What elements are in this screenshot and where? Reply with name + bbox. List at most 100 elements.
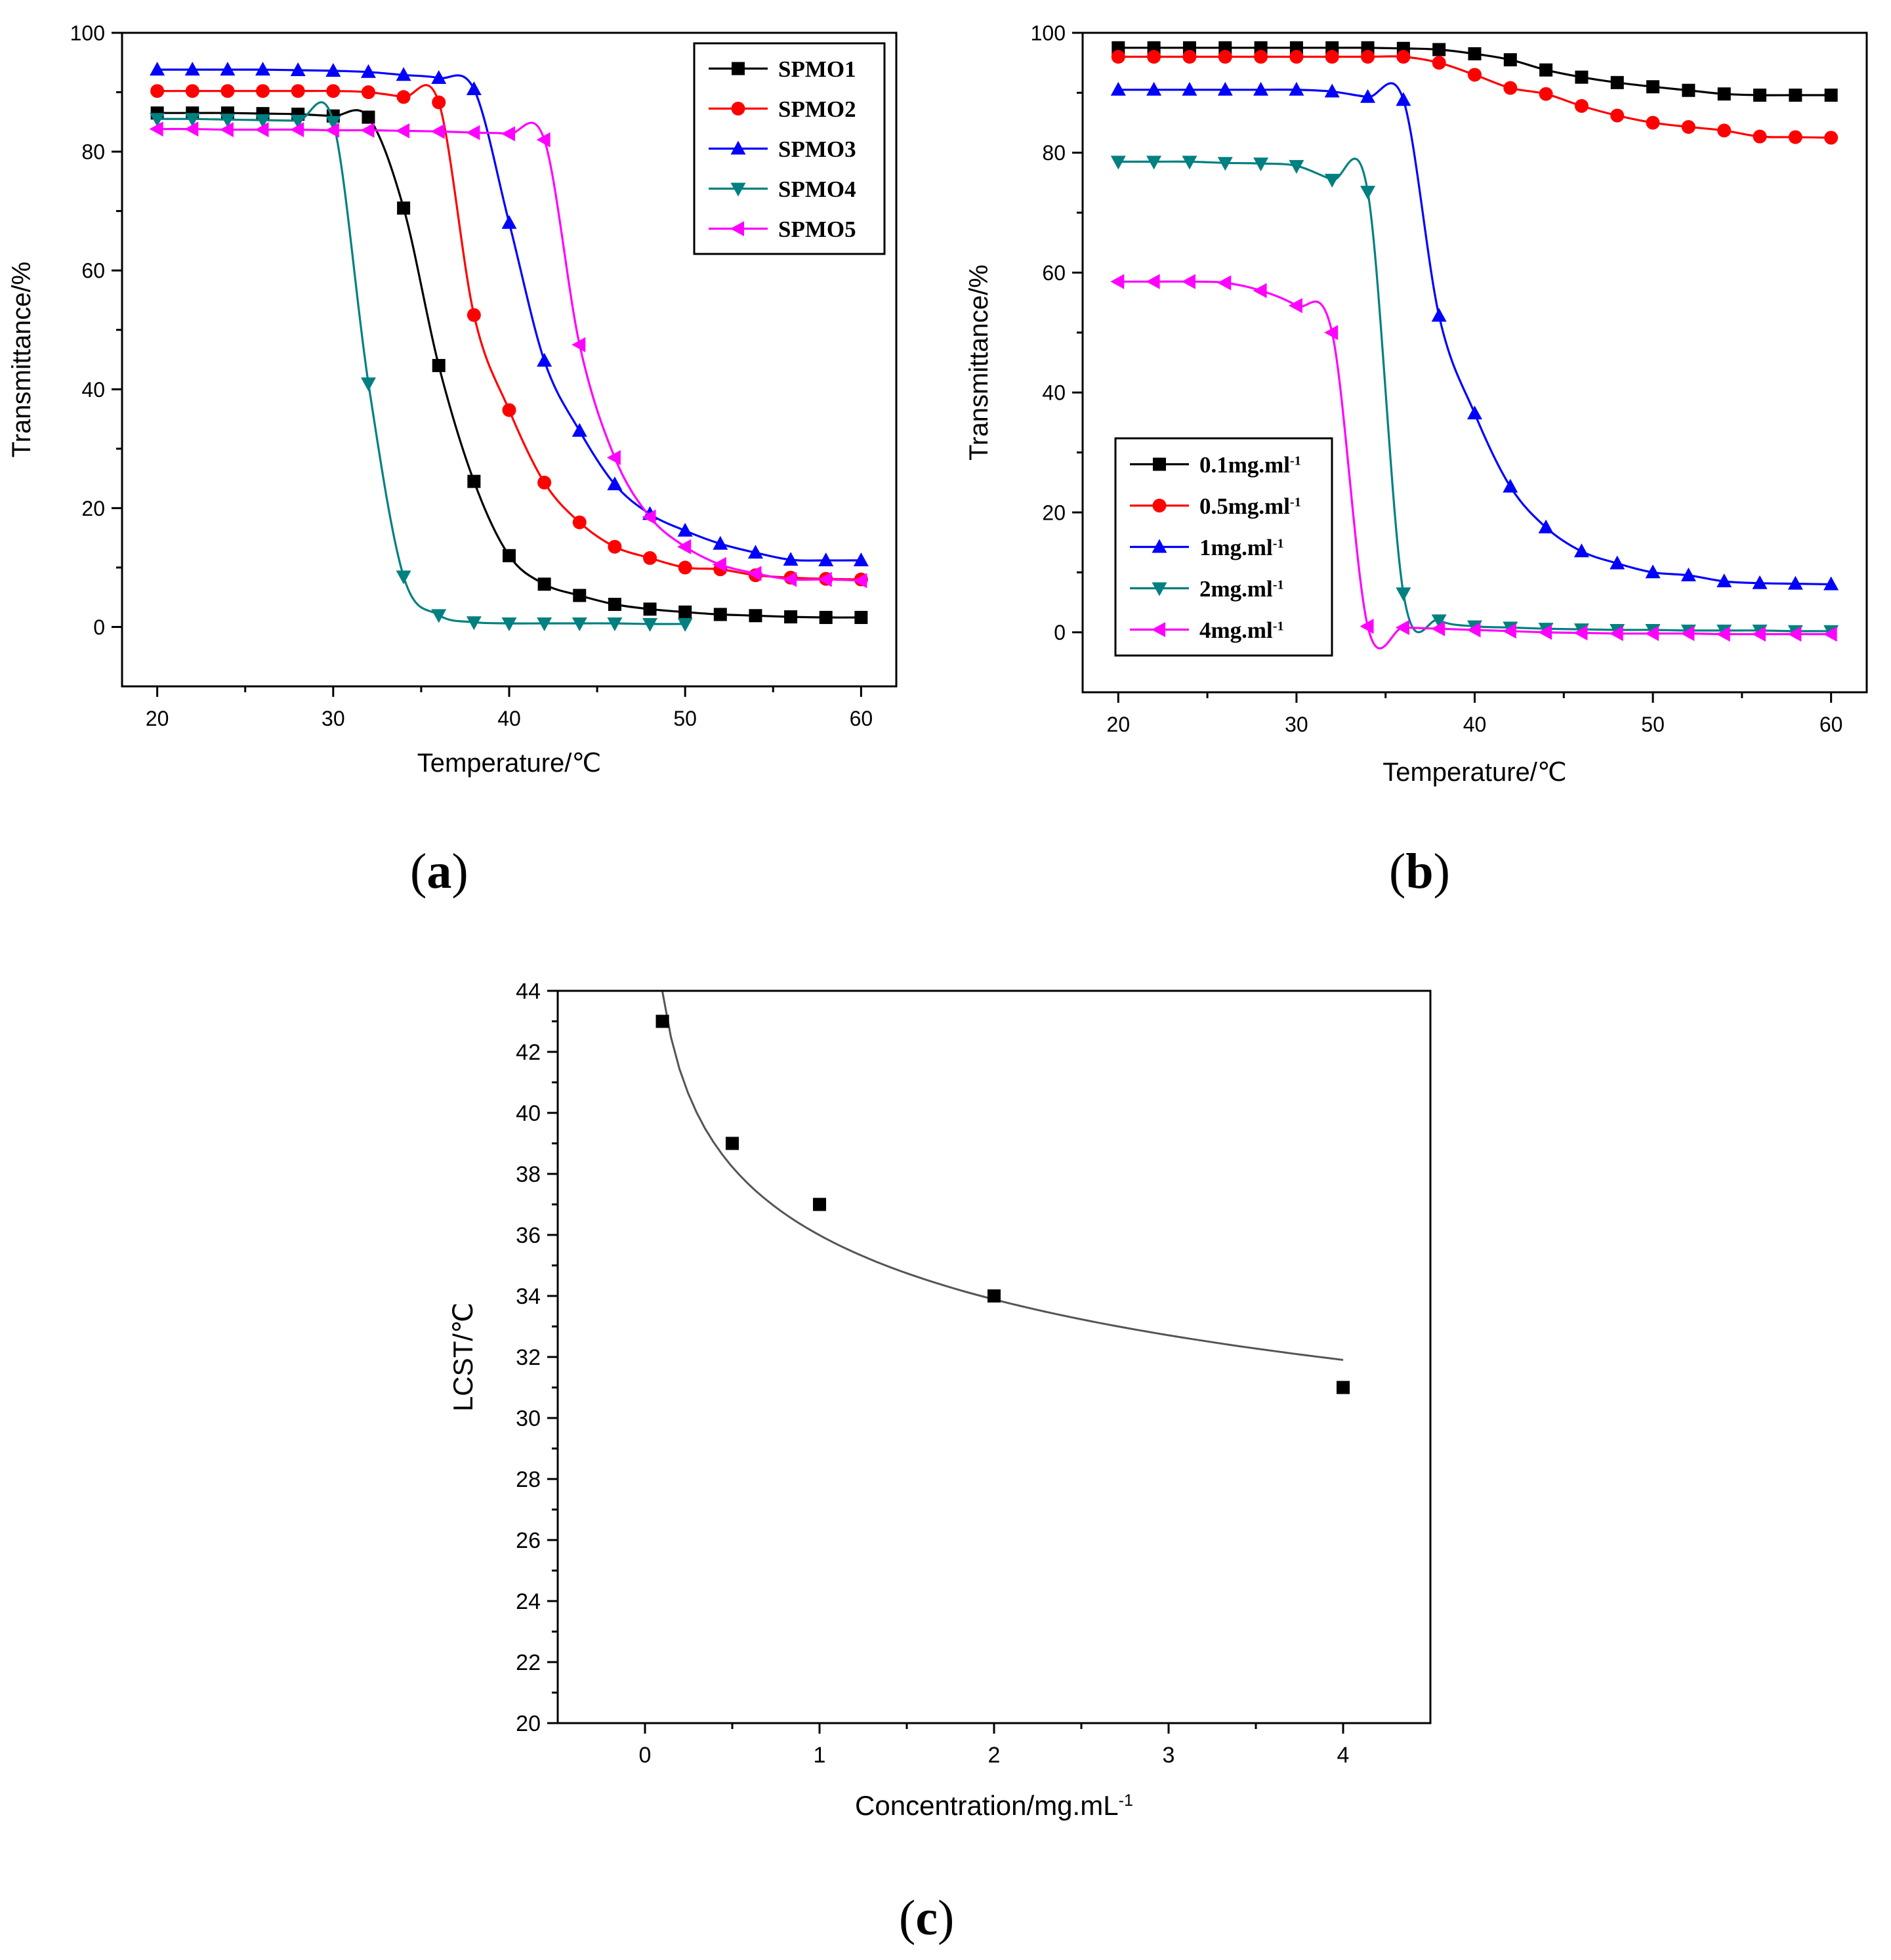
- panel-a-data-point: [185, 84, 199, 98]
- panel-a-x-tick-label: 60: [850, 707, 873, 730]
- panel-b-data-point: [1254, 50, 1268, 64]
- panel-a-data-point: [467, 308, 481, 322]
- panel-a-data-point: [677, 522, 693, 537]
- panel-a-data-point: [853, 573, 867, 589]
- panel-a-data-point: [360, 64, 376, 78]
- panel-b-data-point: [1716, 626, 1730, 642]
- panel-c-data-point: [813, 1198, 826, 1211]
- panel-a-y-tick-label: 0: [93, 615, 105, 639]
- panel-a-data-point: [431, 70, 447, 84]
- panel-a-data-point: [501, 215, 517, 229]
- panel-c-y-tick-label: 32: [516, 1345, 541, 1370]
- panel-b-data-point: [1502, 623, 1516, 639]
- panel-b-data-point: [1217, 157, 1233, 171]
- panel-a-data-point: [255, 122, 269, 138]
- panel-b-data-point: [1396, 50, 1411, 64]
- panel-b-data-point: [1645, 625, 1659, 641]
- panel-b-data-point: [1503, 81, 1518, 95]
- panel-a-legend-marker: [732, 62, 745, 75]
- panel-a-data-point: [396, 570, 411, 585]
- panel-b-data-point: [1110, 81, 1126, 96]
- panel-a-legend-label: SPMO1: [778, 56, 856, 82]
- panel-a-data-point: [290, 115, 306, 129]
- panel-a-data-point: [677, 539, 692, 554]
- panel-b-data-point: [1360, 186, 1376, 200]
- panel-b-data-point: [1146, 156, 1162, 170]
- panel-a-data-point: [818, 553, 834, 567]
- panel-a-data-point: [290, 122, 304, 138]
- panel-b-data-point: [1789, 89, 1802, 102]
- panel-b-data-point: [1147, 50, 1161, 64]
- panel-b-data-point: [1468, 47, 1482, 60]
- panel-a-data-point: [606, 449, 621, 465]
- panel-a-data-point: [537, 352, 552, 367]
- panel-a-data-point: [150, 62, 165, 76]
- panel-a-y-axis-label: Transmittance/%: [7, 262, 36, 458]
- panel-a-data-point: [677, 617, 693, 632]
- panel-a-data-point: [501, 126, 515, 142]
- panel-b-x-tick-label: 60: [1819, 713, 1843, 736]
- panel-b-data-point: [1538, 625, 1552, 640]
- panel-a-data-point: [608, 539, 622, 554]
- panel-c-y-tick-label: 28: [516, 1467, 541, 1492]
- panel-a-legend-marker: [731, 102, 745, 115]
- panel-c-x-tick-label: 4: [1337, 1743, 1350, 1768]
- panel-a-data-point: [150, 113, 165, 127]
- panel-c-x-tick-label: 2: [988, 1743, 1001, 1768]
- panel-b-data-point: [1468, 68, 1482, 82]
- panel-a-series-line-1: [157, 109, 862, 619]
- panel-b-data-point: [1787, 626, 1802, 642]
- panel-a-data-point: [643, 551, 657, 565]
- panel-a-data-point: [467, 474, 481, 488]
- panel-b-data-point: [1824, 89, 1838, 102]
- panel-a-data-point: [325, 115, 341, 130]
- panel-a-legend-marker: [730, 140, 746, 155]
- panel-b-data-point: [1181, 274, 1195, 289]
- panel-b-data-point: [1680, 625, 1695, 641]
- panel-a-data-point: [149, 121, 163, 137]
- panel-b-data-point: [1467, 406, 1482, 420]
- panel-a-x-axis-label: Temperature/℃: [417, 749, 602, 778]
- panel-a-y-tick-label: 80: [81, 140, 105, 164]
- panel-b-legend-label: 4mg.ml-1: [1199, 617, 1284, 643]
- panel-b-data-point: [1682, 83, 1695, 97]
- panel-b-legend-marker: [1152, 622, 1165, 637]
- panel-c-y-tick-label: 24: [516, 1589, 541, 1614]
- panel-a-data-point: [537, 617, 552, 632]
- panel-a-data-point: [219, 122, 234, 138]
- panel-b-data-point: [1325, 50, 1339, 64]
- panel-a-legend-label: SPMO4: [778, 177, 856, 202]
- panel-a-y-tick-label: 40: [81, 378, 105, 402]
- panel-b-legend-marker: [1152, 539, 1167, 553]
- panel-c-y-tick-label: 44: [516, 979, 541, 1004]
- panel-c-y-tick-label: 42: [516, 1040, 541, 1065]
- panel-a-data-point: [854, 610, 868, 624]
- panel-a-data-point: [642, 617, 658, 632]
- panel-b-data-point: [1538, 519, 1554, 533]
- panel-b-data-point: [1824, 131, 1839, 145]
- panel-a-data-point: [184, 113, 200, 127]
- panel-a-data-point: [678, 560, 692, 575]
- panel-c-data-point: [987, 1289, 1001, 1303]
- panel-b-data-point: [1289, 50, 1304, 64]
- panel-b-data-point: [1110, 156, 1126, 170]
- panel-b-data-point: [1645, 564, 1661, 579]
- panel-a-data-point: [503, 549, 516, 562]
- panel-a-legend-label: SPMO2: [778, 96, 856, 122]
- panel-b-y-tick-label: 80: [1042, 141, 1066, 165]
- panel-b-data-point: [1575, 70, 1589, 84]
- panel-b-data-point: [1110, 274, 1125, 289]
- panel-a-data-point: [361, 85, 375, 100]
- panel-a-data-point: [184, 121, 199, 137]
- panel-a-data-point: [220, 84, 235, 98]
- panel-b-data-point: [1646, 80, 1660, 94]
- panel-a-data-point: [325, 122, 339, 138]
- panel-b-y-axis-label: Transmittance/%: [965, 264, 993, 461]
- panel-c-y-tick-label: 20: [516, 1711, 541, 1736]
- panel-b-data-point: [1324, 173, 1340, 188]
- panel-a-data-point: [290, 62, 306, 77]
- panel-a-data-point: [150, 84, 165, 98]
- panel-b-data-point: [1182, 81, 1197, 96]
- panel-a-data-point: [432, 359, 446, 373]
